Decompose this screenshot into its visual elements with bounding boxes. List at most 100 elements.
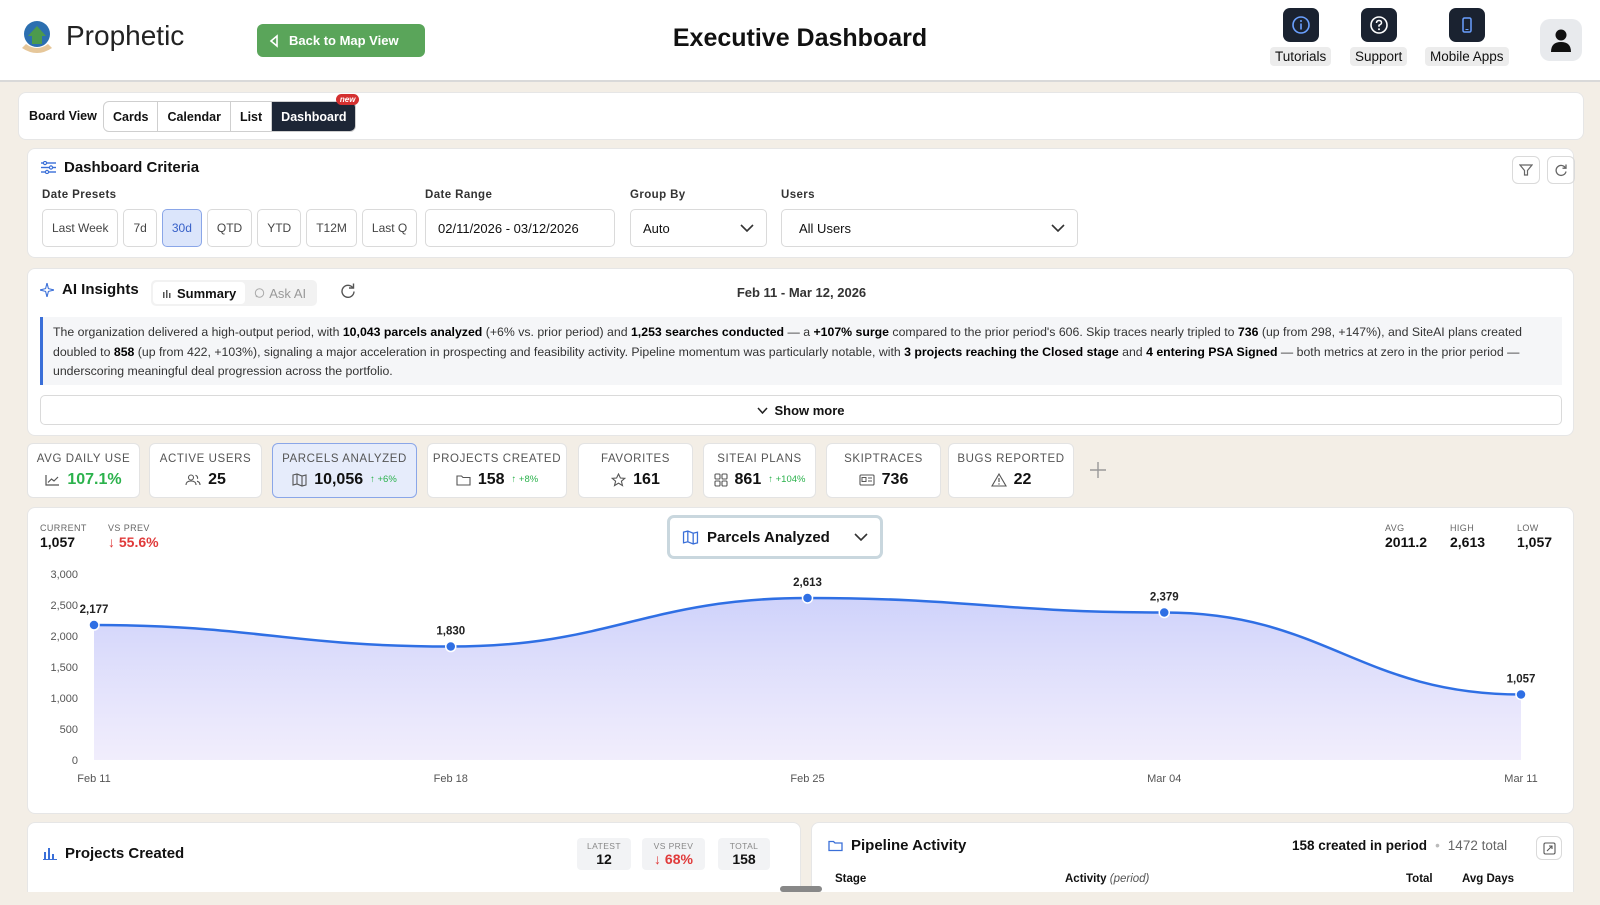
- refresh-criteria-button[interactable]: [1547, 156, 1575, 184]
- metric-value: 161: [633, 470, 660, 488]
- trend-icon: [45, 474, 60, 486]
- data-point: [1158, 606, 1170, 619]
- projects-created-title: Projects Created: [43, 845, 184, 862]
- col-activity-label: Activity: [1065, 873, 1107, 885]
- col-avg-days: Avg Days: [1462, 873, 1514, 885]
- date-range-input[interactable]: 02/11/2026 - 03/12/2026: [425, 209, 615, 247]
- low-label: LOW: [1517, 523, 1539, 533]
- x-tick-label: Mar 11: [1504, 773, 1537, 785]
- ai-insights-panel: AI Insights Summary Ask AI Feb 11 - Mar …: [27, 268, 1574, 436]
- tab-calendar[interactable]: Calendar: [158, 102, 231, 131]
- data-point: [88, 619, 100, 631]
- date-presets-label: Date Presets: [42, 189, 117, 201]
- total-label: TOTAL: [729, 841, 759, 851]
- nav-tutorials-label: Tutorials: [1270, 47, 1332, 66]
- metric-label: FAVORITES: [600, 452, 671, 465]
- show-more-label: Show more: [774, 402, 845, 418]
- insights-date: Feb 11 - Mar 12, 2026: [736, 285, 867, 300]
- filter-button[interactable]: [1512, 156, 1540, 184]
- regenerate-icon[interactable]: [340, 282, 356, 298]
- pipeline-total: 1472 total: [1447, 838, 1508, 853]
- projects-created-title-text: Projects Created: [65, 845, 185, 862]
- add-metric-button[interactable]: [1088, 457, 1108, 487]
- bottom-edge: [0, 892, 1600, 905]
- metric-selector[interactable]: Parcels Analyzed: [667, 515, 883, 559]
- avg-stat: AVG 2011.2: [1385, 523, 1427, 550]
- tab-cards[interactable]: Cards: [104, 102, 159, 131]
- show-more-button[interactable]: Show more: [40, 395, 1562, 425]
- metric-avg-daily-use[interactable]: AVG DAILY USE 107.1%: [27, 443, 140, 498]
- nav-support-label: Support: [1350, 47, 1408, 66]
- top-bar: Prophetic Back to Map View Executive Das…: [0, 0, 1600, 82]
- map-icon: [292, 472, 307, 487]
- tab-ask-ai-label: Ask AI: [269, 285, 307, 301]
- metric-value: 158: [477, 470, 505, 488]
- metric-favorites[interactable]: FAVORITES 161: [578, 443, 693, 498]
- group-by-value: Auto: [643, 220, 670, 236]
- scroll-handle[interactable]: [780, 886, 822, 892]
- metric-label: BUGS REPORTED: [957, 452, 1065, 465]
- x-tick-label: Feb 25: [790, 773, 824, 785]
- preset-7d[interactable]: 7d: [123, 209, 157, 247]
- metric-label: ACTIVE USERS: [159, 452, 252, 465]
- filter-icon: [1519, 164, 1533, 176]
- pipeline-title: Pipeline Activity: [828, 837, 966, 854]
- nav-tutorials[interactable]: Tutorials: [1270, 8, 1332, 66]
- insights-tabs: Summary Ask AI: [151, 280, 318, 306]
- group-by-select[interactable]: Auto: [630, 209, 767, 247]
- metric-siteai-plans[interactable]: SITEAI PLANS 861 ↑ +104%: [703, 443, 816, 498]
- metric-bugs-reported[interactable]: BUGS REPORTED 22: [948, 443, 1074, 498]
- preset-last-q[interactable]: Last Q: [361, 209, 418, 247]
- metric-skiptraces[interactable]: SKIPTRACES 736: [826, 443, 941, 498]
- metric-active-users[interactable]: ACTIVE USERS 25: [149, 443, 262, 498]
- area-fill: [94, 597, 1521, 760]
- vs-prev-value: ↓ 55.6%: [108, 534, 159, 550]
- phone-icon: [1448, 8, 1485, 42]
- prophetic-logo[interactable]: [18, 18, 56, 58]
- chat-bubble-icon: [255, 287, 265, 298]
- refresh-icon: [1555, 164, 1567, 177]
- users-select[interactable]: All Users: [781, 209, 1078, 247]
- latest-value: 12: [596, 851, 612, 867]
- back-to-map-button[interactable]: Back to Map View: [257, 24, 425, 57]
- plus-icon: [1090, 462, 1106, 478]
- metric-parcels-analyzed[interactable]: PARCELS ANALYZED 10,056 ↑ +6%: [272, 443, 417, 498]
- projects-vs-prev-label: VS PREV: [653, 841, 694, 851]
- ai-insights-title: AI Insights: [40, 281, 139, 298]
- date-presets: Last Week 7d 30d QTD YTD T12M Last Q: [42, 209, 418, 247]
- nav-support[interactable]: Support: [1350, 8, 1408, 66]
- folder-icon: [828, 840, 843, 852]
- expand-button[interactable]: [1536, 836, 1562, 860]
- preset-qtd[interactable]: QTD: [206, 209, 253, 247]
- col-stage: Stage: [835, 873, 867, 885]
- pipeline-summary: 158 created in period • 1472 total: [1292, 838, 1507, 853]
- users-icon: [185, 473, 201, 485]
- back-to-map-label: Back to Map View: [289, 33, 399, 48]
- current-value: 1,057: [40, 534, 76, 550]
- metric-projects-created[interactable]: PROJECTS CREATED 158 ↑ +8%: [427, 443, 567, 498]
- date-range-label: Date Range: [425, 189, 493, 201]
- info-icon: [1282, 8, 1319, 42]
- tab-summary[interactable]: Summary: [153, 282, 246, 304]
- tab-dashboard[interactable]: Dashboard new: [272, 94, 360, 131]
- nav-mobile-apps[interactable]: Mobile Apps: [1425, 8, 1509, 66]
- projects-vs-prev-stat: VS PREV ↓ 68%: [642, 838, 705, 870]
- x-tick-label: Feb 18: [434, 773, 468, 785]
- board-view-label: Board View: [29, 109, 97, 123]
- y-tick-label: 2,000: [50, 631, 78, 643]
- col-total: Total: [1406, 873, 1433, 885]
- y-tick-label: 1,500: [50, 662, 78, 674]
- folder-icon: [456, 474, 471, 486]
- preset-30d[interactable]: 30d: [161, 209, 202, 247]
- preset-ytd[interactable]: YTD: [257, 209, 302, 247]
- nav-mobile-apps-label: Mobile Apps: [1425, 47, 1509, 66]
- new-badge: new: [335, 94, 360, 105]
- data-point: [801, 592, 814, 604]
- tab-ask-ai[interactable]: Ask AI: [245, 282, 315, 304]
- avg-label: AVG: [1385, 523, 1405, 533]
- y-tick-label: 500: [60, 724, 78, 736]
- tab-list[interactable]: List: [231, 102, 273, 131]
- preset-last-week[interactable]: Last Week: [42, 209, 119, 247]
- user-avatar[interactable]: [1540, 19, 1582, 61]
- preset-t12m[interactable]: T12M: [306, 209, 357, 247]
